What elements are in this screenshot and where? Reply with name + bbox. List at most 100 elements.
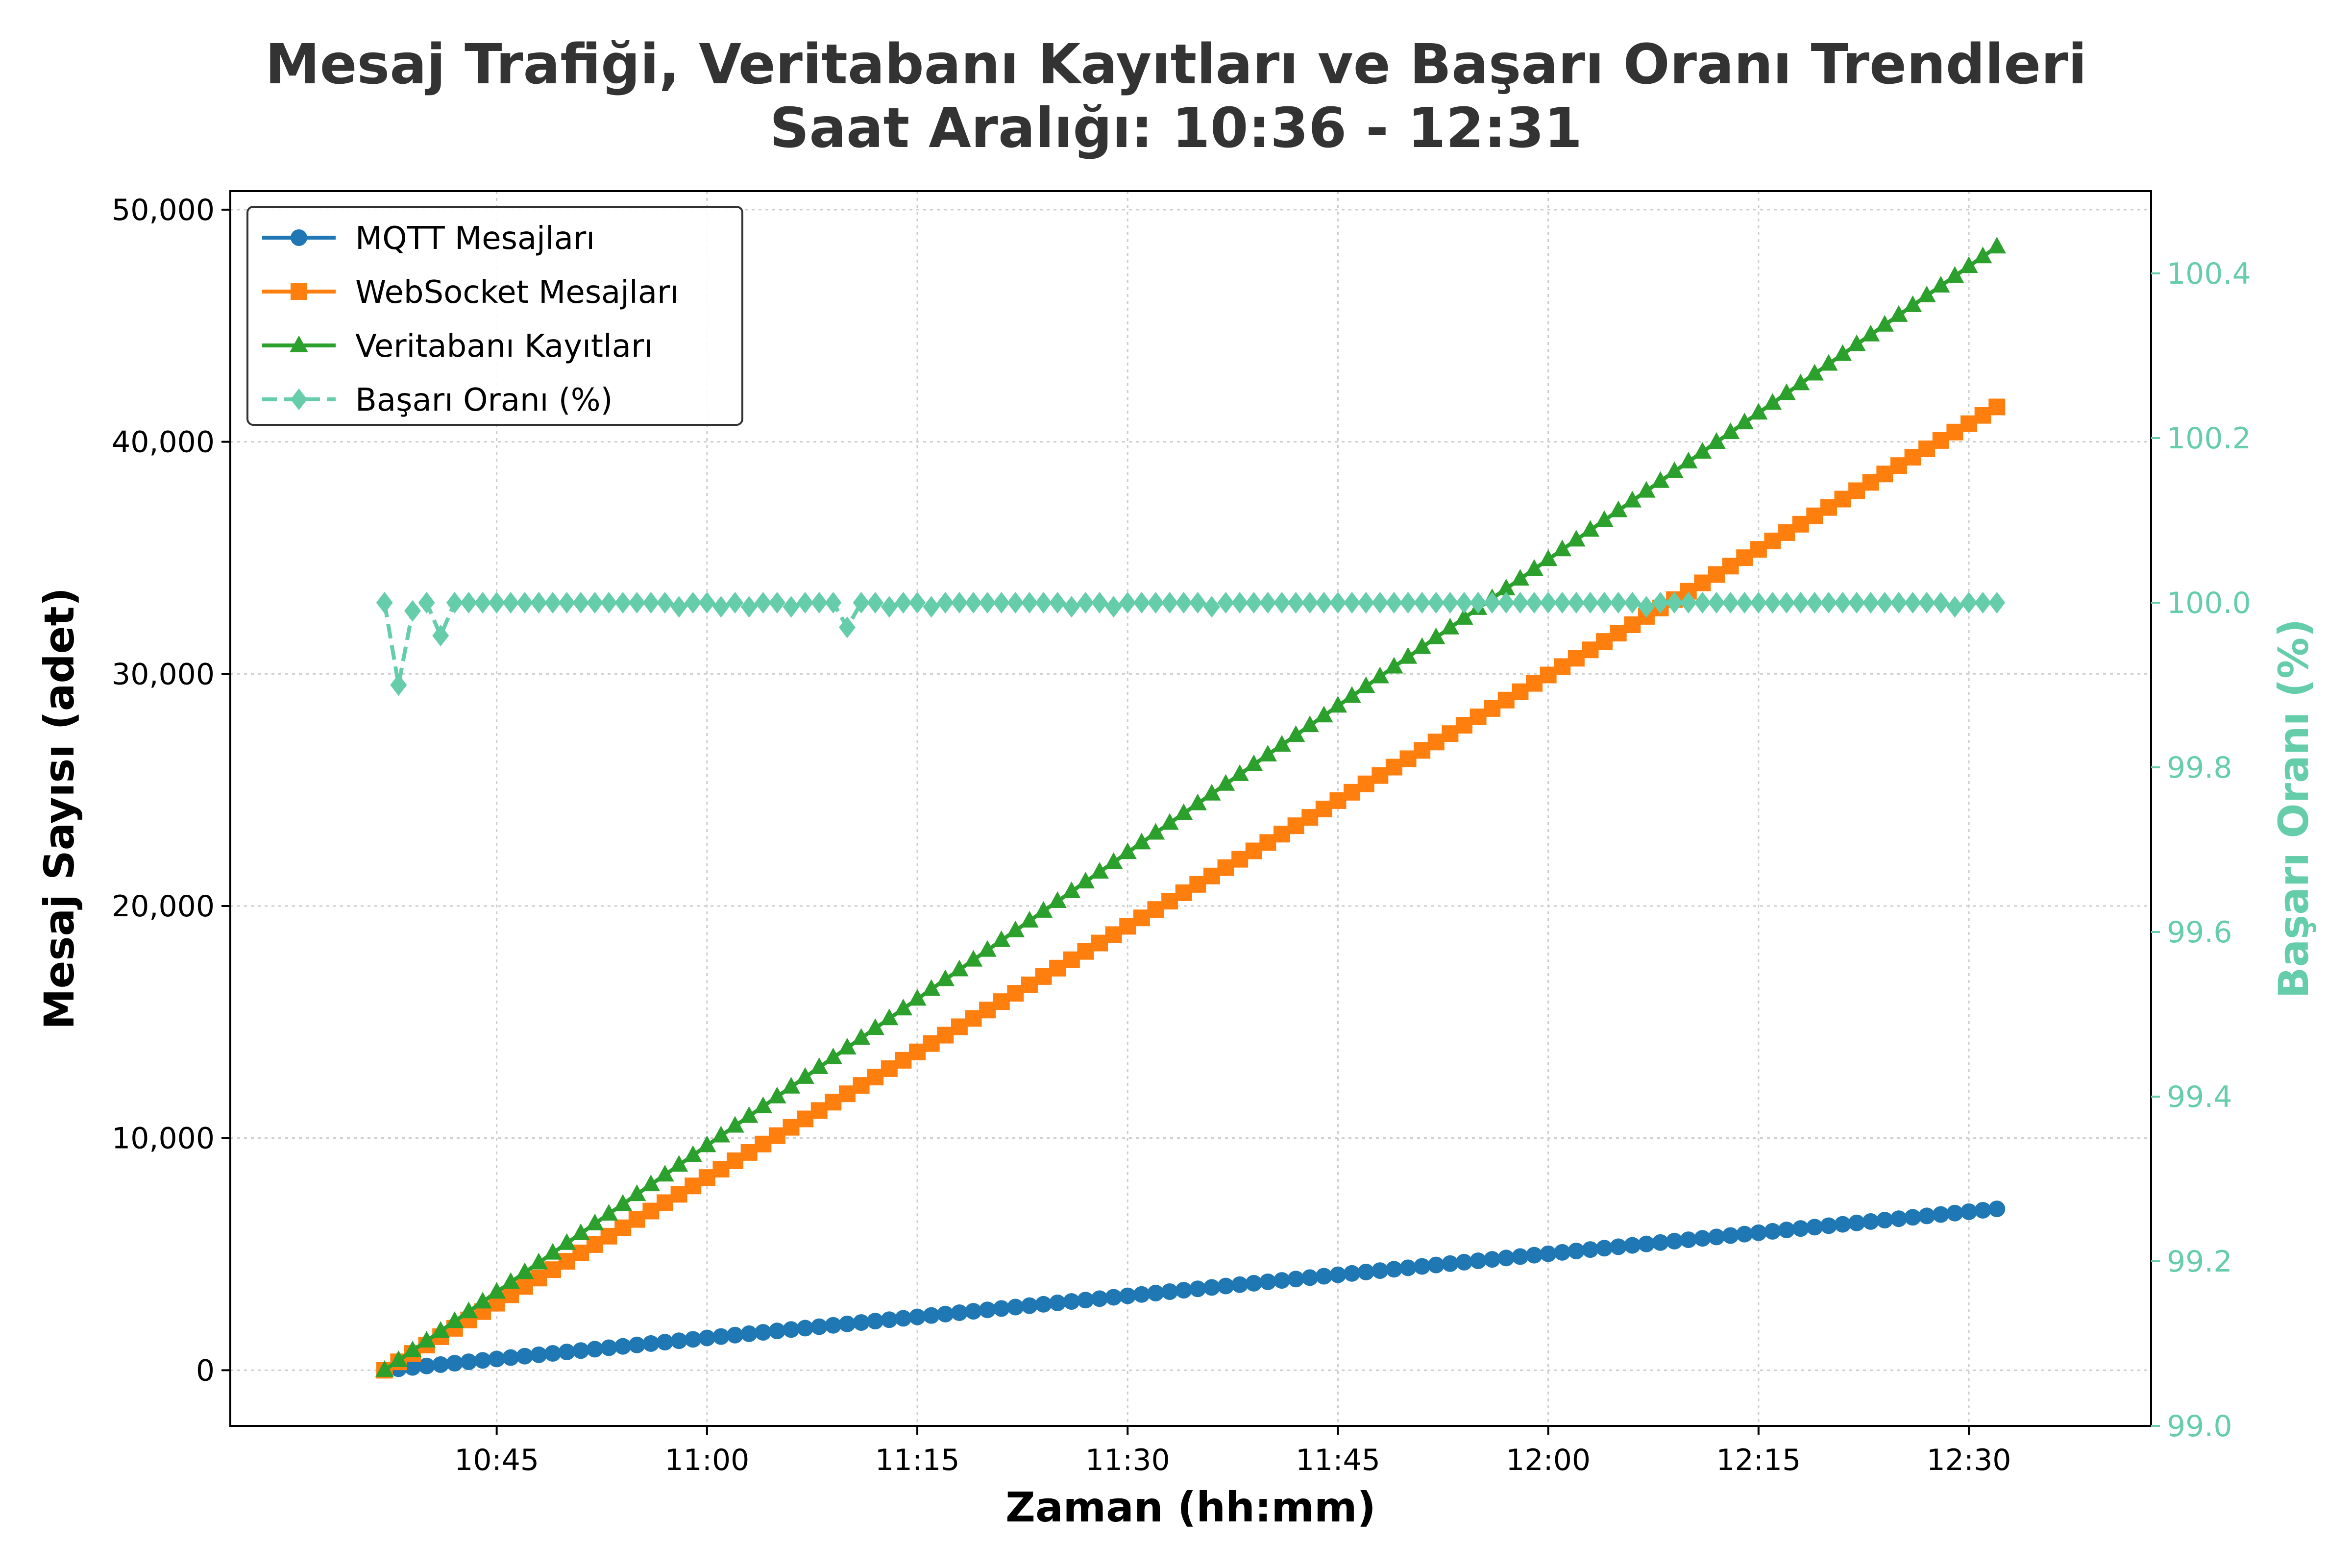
data-point (1315, 801, 1332, 818)
data-point (1147, 901, 1164, 918)
data-point (515, 1262, 534, 1279)
data-point (1062, 882, 1081, 899)
data-point (1161, 591, 1178, 614)
data-point (642, 1202, 660, 1220)
data-point (1973, 246, 1992, 264)
data-point (1875, 315, 1894, 332)
data-point (613, 1194, 632, 1211)
data-point (1610, 591, 1627, 614)
data-point (1259, 591, 1276, 614)
data-point (867, 1313, 884, 1330)
data-point (1582, 641, 1599, 659)
data-point (909, 1308, 926, 1325)
data-point (1372, 1262, 1389, 1279)
data-point (431, 1321, 450, 1338)
data-point (488, 1350, 505, 1368)
data-point (1834, 591, 1851, 614)
y-axis-label: Mesaj Sayısı (adet) (35, 588, 83, 1029)
legend-label: MQTT Mesajları (355, 220, 595, 257)
data-point (1063, 596, 1080, 618)
data-point (698, 1329, 715, 1347)
data-point (810, 591, 828, 614)
data-point (1764, 591, 1781, 614)
data-point (1722, 558, 1739, 575)
data-point (1455, 608, 1473, 625)
data-point (1329, 1266, 1347, 1283)
data-point (1637, 481, 1656, 498)
data-point (1904, 1209, 1921, 1226)
data-point (1750, 1224, 1767, 1241)
data-point (642, 591, 660, 614)
data-point (796, 1067, 814, 1084)
data-point (895, 591, 912, 614)
data-point (936, 969, 955, 986)
y2-tick-label: 99.2 (2167, 1245, 2232, 1279)
data-point (685, 1331, 702, 1348)
data-point (1301, 809, 1319, 826)
data-point (1582, 591, 1599, 614)
data-point (740, 596, 758, 618)
data-point (1946, 596, 1963, 618)
data-point (937, 1027, 954, 1044)
y-tick-label: 40,000 (112, 425, 215, 460)
data-point (558, 591, 575, 614)
data-point (1665, 461, 1684, 478)
data-point (1624, 616, 1641, 633)
legend-label: Veritabanı Kayıtları (355, 328, 653, 365)
y2-tick-label: 99.6 (2167, 915, 2232, 950)
data-point (1525, 559, 1544, 576)
data-point (600, 1227, 617, 1245)
data-point (1862, 1213, 1879, 1230)
data-point (1343, 686, 1361, 703)
data-point (1917, 285, 1936, 302)
data-point (853, 1314, 870, 1331)
data-point (1806, 507, 1823, 524)
y-tick-label: 20,000 (112, 889, 215, 924)
data-point (1553, 539, 1571, 557)
data-point (460, 591, 477, 614)
data-point (1526, 1247, 1543, 1264)
data-point (979, 1002, 996, 1019)
data-point (1189, 1280, 1206, 1298)
data-point (824, 1047, 843, 1064)
data-point (867, 591, 884, 614)
data-point (1315, 706, 1333, 723)
data-point (1020, 910, 1039, 928)
legend: MQTT Mesajları WebSocket Mesajları Veritab… (246, 206, 743, 426)
data-point (1077, 943, 1094, 960)
data-point (1049, 1294, 1066, 1311)
data-point (1414, 1258, 1431, 1275)
data-point (1609, 500, 1628, 517)
data-point (418, 591, 435, 614)
data-point (797, 1320, 814, 1337)
data-point (1638, 596, 1655, 618)
data-point (628, 591, 645, 614)
data-point (755, 1135, 772, 1152)
data-point (909, 1043, 926, 1060)
data-point (1806, 591, 1823, 614)
data-point (1582, 1241, 1599, 1258)
data-point (1946, 1204, 1963, 1222)
data-point (1385, 759, 1402, 776)
data-point (783, 596, 800, 618)
legend-item: WebSocket Mesajları (262, 274, 679, 311)
data-point (1021, 591, 1038, 614)
data-point (1385, 657, 1403, 674)
data-point (1722, 591, 1739, 614)
data-point (1442, 591, 1459, 614)
data-point (685, 591, 702, 614)
data-point (572, 1342, 589, 1359)
data-point (1833, 344, 1852, 361)
data-point (1105, 926, 1122, 943)
data-point (1707, 432, 1726, 449)
data-point (1526, 675, 1543, 692)
data-point (1890, 1210, 1907, 1227)
data-point (544, 591, 562, 614)
y2-axis-ticks: 99.0 99.2 99.4 99.6 99.8 100.0 100.2 100.4 (2151, 257, 2251, 1444)
data-point (1286, 725, 1305, 742)
data-point (1819, 354, 1838, 371)
data-point (881, 596, 898, 618)
y-tick-label: 0 (196, 1353, 215, 1388)
data-point (586, 1341, 603, 1358)
data-point (950, 959, 969, 977)
